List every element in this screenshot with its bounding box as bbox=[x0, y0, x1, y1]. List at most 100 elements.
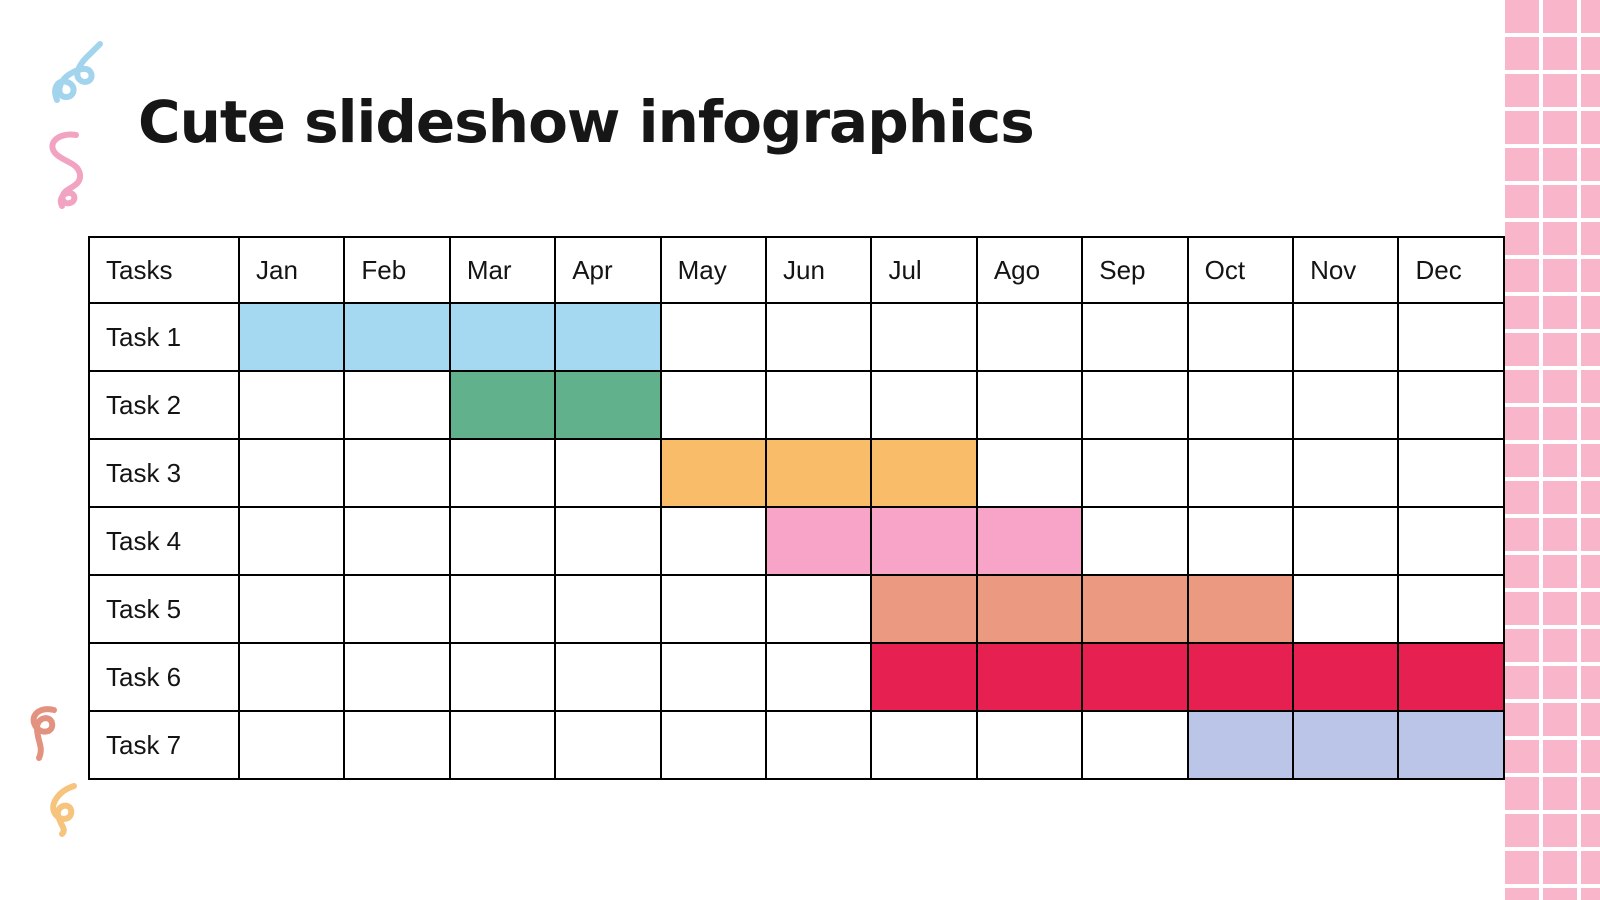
table-row-task-4: Task 4 bbox=[88, 506, 1505, 576]
gantt-cell-task-2-nov bbox=[1292, 370, 1400, 440]
column-header-oct: Oct bbox=[1186, 236, 1295, 304]
gantt-cell-task-6-feb bbox=[343, 642, 451, 712]
gantt-cell-task-1-dec bbox=[1397, 302, 1505, 372]
gantt-cell-task-1-nov bbox=[1292, 302, 1400, 372]
column-header-tasks: Tasks bbox=[88, 236, 240, 304]
column-header-ago: Ago bbox=[975, 236, 1084, 304]
table-row-task-7: Task 7 bbox=[88, 710, 1505, 780]
gantt-cell-task-1-jan-filled bbox=[237, 302, 346, 372]
gantt-cell-task-7-ago bbox=[975, 710, 1084, 780]
gantt-cell-task-4-sep bbox=[1081, 506, 1189, 576]
gantt-cell-task-3-apr bbox=[554, 438, 662, 508]
task-label: Task 5 bbox=[88, 574, 240, 644]
gantt-cell-task-1-ago bbox=[975, 302, 1084, 372]
gantt-cell-task-2-oct bbox=[1186, 370, 1295, 440]
gantt-cell-task-3-mar bbox=[448, 438, 557, 508]
gantt-cell-task-1-oct bbox=[1186, 302, 1295, 372]
gantt-cell-task-5-mar bbox=[448, 574, 557, 644]
gantt-cell-task-5-jan bbox=[237, 574, 346, 644]
gantt-cell-task-6-nov-filled bbox=[1292, 642, 1400, 712]
gantt-cell-task-5-jun bbox=[765, 574, 873, 644]
orange-curl-squiggle-icon bbox=[50, 783, 77, 837]
gantt-cell-task-7-jun bbox=[765, 710, 873, 780]
gantt-cell-task-2-ago bbox=[975, 370, 1084, 440]
gantt-cell-task-5-feb bbox=[343, 574, 451, 644]
gantt-cell-task-5-ago-filled bbox=[975, 574, 1084, 644]
gantt-cell-task-5-dec bbox=[1397, 574, 1505, 644]
column-header-sep: Sep bbox=[1081, 236, 1189, 304]
gantt-cell-task-6-jun bbox=[765, 642, 873, 712]
gantt-cell-task-4-oct bbox=[1186, 506, 1295, 576]
gantt-cell-task-4-may bbox=[659, 506, 768, 576]
gantt-table: Tasks Jan Feb Mar Apr May Jun Jul Ago Sep Oct Nov De… bbox=[88, 236, 1505, 780]
gantt-cell-task-7-dec-filled bbox=[1397, 710, 1505, 780]
gantt-cell-task-5-sep-filled bbox=[1081, 574, 1189, 644]
pink-grid-strip bbox=[1505, 0, 1600, 900]
table-row-task-2: Task 2 bbox=[88, 370, 1505, 440]
gantt-cell-task-6-sep-filled bbox=[1081, 642, 1189, 712]
gantt-cell-task-1-jul bbox=[870, 302, 978, 372]
gantt-cell-task-4-jul-filled bbox=[870, 506, 978, 576]
gantt-cell-task-1-may bbox=[659, 302, 768, 372]
gantt-cell-task-5-may bbox=[659, 574, 768, 644]
gantt-cell-task-3-sep bbox=[1081, 438, 1189, 508]
gantt-cell-task-5-oct-filled bbox=[1186, 574, 1295, 644]
gantt-cell-task-3-ago bbox=[975, 438, 1084, 508]
task-label: Task 3 bbox=[88, 438, 240, 508]
gantt-cell-task-6-ago-filled bbox=[975, 642, 1084, 712]
gantt-cell-task-3-nov bbox=[1292, 438, 1400, 508]
gantt-cell-task-2-may bbox=[659, 370, 768, 440]
gantt-cell-task-5-apr bbox=[554, 574, 662, 644]
gantt-cell-task-6-dec-filled bbox=[1397, 642, 1505, 712]
column-header-jun: Jun bbox=[765, 236, 873, 304]
table-row-task-1: Task 1 bbox=[88, 302, 1505, 372]
gantt-cell-task-2-jan bbox=[237, 370, 346, 440]
gantt-cell-task-6-jul-filled bbox=[870, 642, 978, 712]
gantt-cell-task-3-may-filled bbox=[659, 438, 768, 508]
salmon-curl-squiggle-icon bbox=[30, 706, 57, 761]
page-title: Cute slideshow infographics bbox=[138, 88, 1035, 156]
gantt-cell-task-4-jan bbox=[237, 506, 346, 576]
gantt-cell-task-6-mar bbox=[448, 642, 557, 712]
table-row-task-6: Task 6 bbox=[88, 642, 1505, 712]
gantt-cell-task-1-apr-filled bbox=[554, 302, 662, 372]
column-header-jul: Jul bbox=[870, 236, 978, 304]
task-label: Task 7 bbox=[88, 710, 240, 780]
gantt-cell-task-1-mar-filled bbox=[448, 302, 557, 372]
gantt-cell-task-3-jun-filled bbox=[765, 438, 873, 508]
gantt-cell-task-2-sep bbox=[1081, 370, 1189, 440]
gantt-cell-task-3-feb bbox=[343, 438, 451, 508]
gantt-cell-task-3-oct bbox=[1186, 438, 1295, 508]
gantt-cell-task-3-jul-filled bbox=[870, 438, 978, 508]
task-label: Task 6 bbox=[88, 642, 240, 712]
task-label: Task 1 bbox=[88, 302, 240, 372]
column-header-apr: Apr bbox=[554, 236, 662, 304]
blue-curl-squiggle-icon bbox=[52, 41, 103, 103]
task-label: Task 4 bbox=[88, 506, 240, 576]
column-header-feb: Feb bbox=[343, 236, 451, 304]
table-row-task-5: Task 5 bbox=[88, 574, 1505, 644]
gantt-cell-task-1-feb-filled bbox=[343, 302, 451, 372]
gantt-cell-task-2-apr-filled bbox=[554, 370, 662, 440]
gantt-cell-task-7-may bbox=[659, 710, 768, 780]
column-header-mar: Mar bbox=[448, 236, 557, 304]
gantt-cell-task-7-nov-filled bbox=[1292, 710, 1400, 780]
column-header-may: May bbox=[659, 236, 768, 304]
gantt-cell-task-7-oct-filled bbox=[1186, 710, 1295, 780]
pink-s-squiggle-icon bbox=[49, 131, 83, 209]
gantt-cell-task-6-may bbox=[659, 642, 768, 712]
gantt-cell-task-6-oct-filled bbox=[1186, 642, 1295, 712]
gantt-cell-task-4-nov bbox=[1292, 506, 1400, 576]
gantt-cell-task-6-jan bbox=[237, 642, 346, 712]
gantt-cell-task-4-feb bbox=[343, 506, 451, 576]
gantt-cell-task-7-sep bbox=[1081, 710, 1189, 780]
gantt-cell-task-4-jun-filled bbox=[765, 506, 873, 576]
gantt-cell-task-6-apr bbox=[554, 642, 662, 712]
column-header-nov: Nov bbox=[1292, 236, 1400, 304]
column-header-dec: Dec bbox=[1397, 236, 1505, 304]
gantt-cell-task-2-jun bbox=[765, 370, 873, 440]
gantt-header-row: Tasks Jan Feb Mar Apr May Jun Jul Ago Sep Oct Nov De… bbox=[88, 236, 1505, 304]
gantt-cell-task-7-apr bbox=[554, 710, 662, 780]
gantt-cell-task-5-jul-filled bbox=[870, 574, 978, 644]
